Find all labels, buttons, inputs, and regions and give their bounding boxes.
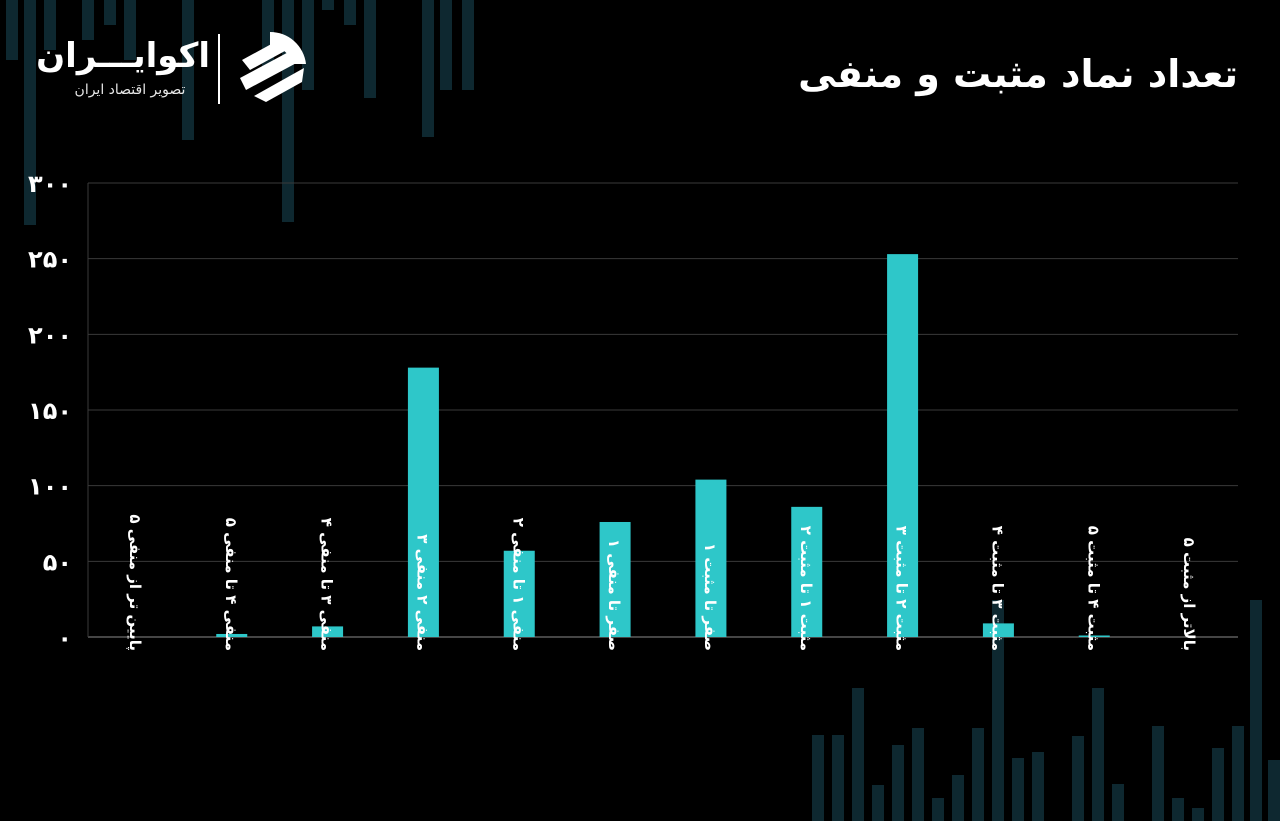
background-candle	[872, 785, 884, 821]
x-category-label: صفر تا منفی ۱	[605, 539, 623, 651]
background-candle	[24, 0, 36, 225]
y-tick-label: ۲۰۰	[28, 321, 72, 349]
background-candle	[124, 0, 136, 60]
y-tick-label: ۲۵۰	[28, 246, 72, 274]
background-candle	[1232, 726, 1244, 821]
y-tick-label: ۰	[57, 624, 72, 652]
background-candle	[302, 0, 314, 90]
background-candle	[1112, 784, 1124, 821]
background-candle	[82, 0, 94, 40]
bar	[503, 550, 535, 637]
background-candle	[1250, 600, 1262, 821]
background-candle	[832, 735, 844, 821]
x-category-label: صفر تا مثبت ۱	[701, 543, 719, 651]
bar	[1078, 635, 1110, 637]
background-candle	[322, 0, 334, 10]
x-category-label: مثبت ۲ تا مثبت ۳	[893, 526, 911, 651]
x-category-label: پایین تر از منفی ۵	[125, 514, 144, 651]
background-candle	[1152, 726, 1164, 821]
background-candle	[422, 0, 434, 137]
bar	[791, 506, 823, 637]
x-category-label: مثبت ۱ تا مثبت ۲	[797, 526, 815, 651]
logo-divider	[218, 34, 220, 104]
y-tick-label: ۱۰۰	[28, 473, 72, 501]
background-candle	[6, 0, 18, 60]
background-candle	[1092, 688, 1104, 821]
x-category-label: مثبت ۴ تا مثبت ۵	[1084, 526, 1102, 651]
bar	[216, 633, 248, 637]
x-category-label: منفی ۲ منفی ۳	[413, 534, 431, 651]
brand-logo: اکوایـــران تصویر اقتصاد ایران	[36, 28, 310, 108]
background-candle	[344, 0, 356, 25]
background-candle	[364, 0, 376, 98]
logo-name: اکوایـــران	[36, 36, 210, 76]
chart-title: تعداد نماد مثبت و منفی	[798, 52, 1238, 96]
bar	[407, 367, 439, 637]
y-tick-label: ۱۵۰	[28, 397, 72, 425]
bar	[599, 521, 631, 637]
background-candle	[952, 775, 964, 821]
bar	[887, 254, 919, 638]
x-category-label: منفی ۳ تا منفی ۴	[318, 518, 336, 651]
bar	[695, 479, 727, 637]
background-candle	[462, 0, 474, 90]
logo-tagline: تصویر اقتصاد ایران	[74, 82, 186, 98]
background-candle	[1212, 748, 1224, 821]
x-category-label: منفی ۴ تا منفی ۵	[222, 518, 240, 651]
background-candle	[1172, 798, 1184, 821]
background-candle	[1072, 736, 1084, 821]
background-candle	[852, 688, 864, 821]
x-category-label: مثبت ۳ تا مثبت ۴	[988, 526, 1006, 651]
x-category-label: منفی ۱ تا منفی ۲	[509, 518, 527, 651]
bar	[312, 626, 344, 637]
background-candle	[912, 728, 924, 821]
background-candle	[182, 0, 194, 140]
background-candle	[972, 728, 984, 821]
background-candle	[992, 600, 1004, 821]
background-candle	[1192, 808, 1204, 821]
background-candle	[892, 745, 904, 821]
background-candle	[104, 0, 116, 25]
y-tick-label: ۳۰۰	[28, 170, 72, 198]
bar	[982, 623, 1014, 637]
background-candle	[1012, 758, 1024, 821]
background-candle	[440, 0, 452, 90]
background-candle	[932, 798, 944, 821]
logo-mark-icon	[240, 31, 306, 102]
background-candle	[44, 0, 56, 50]
x-category-label: بالاتر از مثبت ۵	[1180, 538, 1198, 651]
background-candle	[812, 735, 824, 821]
background-candle	[1032, 752, 1044, 821]
background-candle	[1268, 760, 1280, 821]
y-tick-label: ۵۰	[43, 548, 72, 576]
